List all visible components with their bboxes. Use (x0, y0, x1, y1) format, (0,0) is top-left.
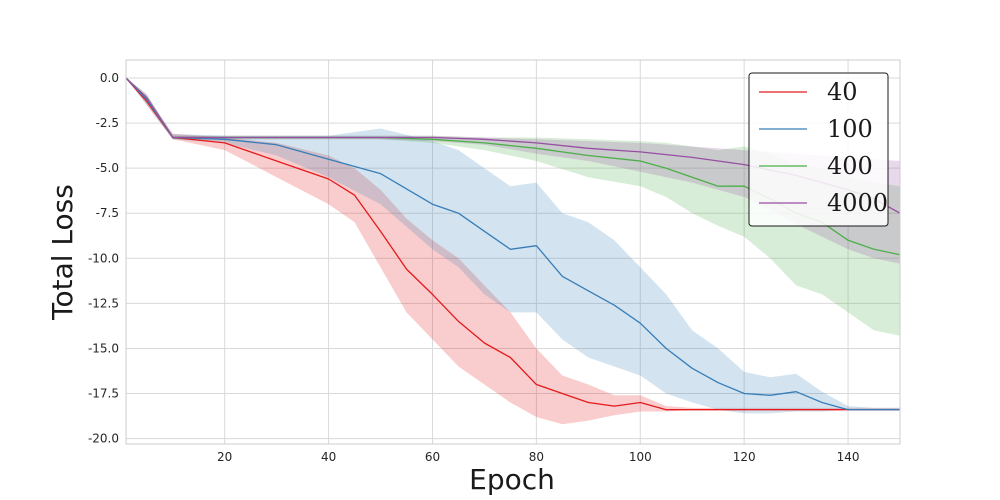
x-axis-title: Epoch (469, 463, 555, 496)
plot-frame (125, 59, 901, 445)
confidence-bands (126, 78, 900, 425)
y-axis-title: Total Loss (46, 184, 79, 321)
x-tick-label: 40 (321, 450, 336, 464)
y-tick-label: 0.0 (100, 71, 119, 85)
band-series-100 (126, 78, 900, 414)
x-tick-label: 80 (529, 450, 544, 464)
line-series-100 (125, 77, 900, 411)
legend-label-4000: 4000 (827, 189, 888, 217)
y-tick-label: -5.0 (96, 161, 119, 175)
legend-label-100: 100 (827, 115, 873, 143)
x-tick-label: 20 (217, 450, 232, 464)
x-tick-label: 60 (425, 450, 440, 464)
legend-frame (748, 72, 889, 227)
y-tick-label: -10.0 (88, 251, 119, 265)
band-series-400 (126, 78, 900, 336)
legend: 40 100 400 4000 (748, 72, 889, 227)
line-series-40 (125, 77, 900, 411)
legend-label-400: 400 (827, 152, 873, 180)
y-tick-label: -7.5 (96, 206, 119, 220)
x-tick-labels: 20 40 60 80 100 120 140 (217, 450, 859, 464)
y-tick-label: -17.5 (88, 387, 119, 401)
y-tick-label: -2.5 (96, 116, 119, 130)
x-tick-label: 140 (837, 450, 860, 464)
x-tick-label: 100 (629, 450, 652, 464)
legend-label-40: 40 (827, 78, 858, 106)
band-series-4000 (126, 78, 900, 264)
band-series-40 (126, 78, 900, 425)
y-tick-label: -20.0 (88, 432, 119, 446)
y-tick-label: -12.5 (88, 296, 119, 310)
y-tick-label: -15.0 (88, 341, 119, 355)
x-tick-label: 120 (733, 450, 756, 464)
y-tick-labels: 0.0 -2.5 -5.0 -7.5 -10.0 -12.5 -15.0 -17.5 -20.0 (88, 71, 119, 446)
